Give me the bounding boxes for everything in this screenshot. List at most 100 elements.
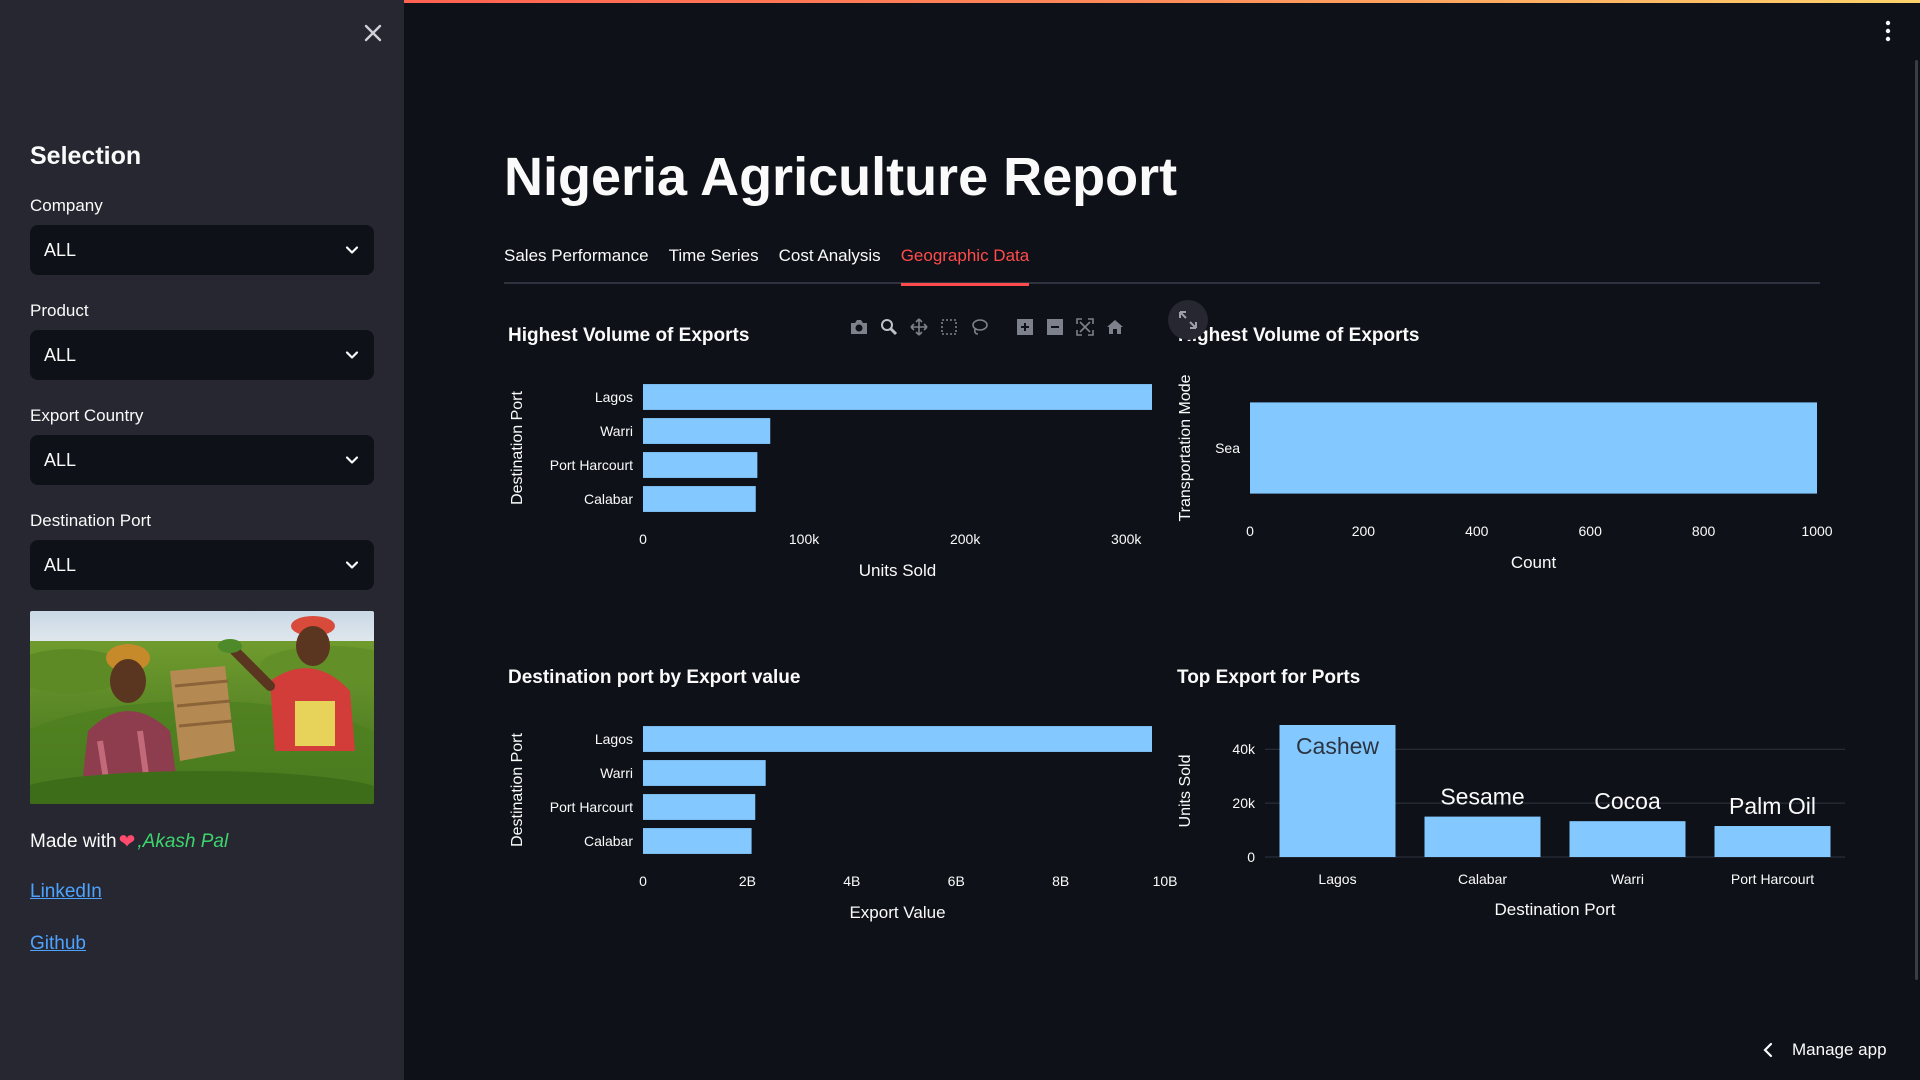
y-tick-label: Lagos	[595, 389, 633, 405]
x-tick-label: Warri	[1611, 871, 1644, 887]
farmers-photo	[30, 611, 374, 804]
home-icon[interactable]	[1104, 316, 1126, 338]
bar	[643, 828, 752, 854]
github-link[interactable]: Github	[30, 933, 86, 954]
chevron-down-icon	[345, 561, 359, 569]
lasso-icon[interactable]	[968, 316, 990, 338]
y-tick-label: Port Harcourt	[550, 457, 633, 473]
expand-chart-button[interactable]	[1168, 300, 1208, 340]
top-accent-bar	[0, 0, 1920, 3]
destination-port-label: Destination Port	[30, 511, 151, 530]
x-tick-label: 800	[1692, 523, 1716, 539]
close-sidebar-button[interactable]	[358, 18, 388, 48]
x-tick-label: 8B	[1052, 873, 1069, 889]
sidebar-heading: Selection	[30, 142, 142, 170]
zoom-icon[interactable]	[878, 316, 900, 338]
data-label: Cashew	[1296, 733, 1379, 759]
export-country-select[interactable]: ALL	[30, 435, 374, 485]
bar	[1279, 725, 1396, 857]
y-tick-label: Warri	[600, 765, 633, 781]
linkedin-link[interactable]: LinkedIn	[30, 881, 102, 902]
y-axis-label: Destination Port	[509, 391, 526, 505]
chart-svg: Destination port by Export value Lagos War…	[508, 667, 1178, 922]
box-select-icon[interactable]	[938, 316, 960, 338]
bar	[643, 486, 756, 512]
chart-svg: Top Export for Ports 0 20k 40k Cashew Lagos Se…	[1177, 667, 1845, 919]
bar	[643, 726, 1152, 752]
close-icon	[364, 24, 382, 42]
chart-modebar	[848, 316, 1126, 338]
x-tick-label: 200k	[950, 531, 981, 547]
manage-app-label: Manage app	[1792, 1040, 1887, 1059]
destination-port-select[interactable]: ALL	[30, 540, 374, 590]
pan-icon[interactable]	[908, 316, 930, 338]
x-tick-label: 0	[639, 531, 647, 547]
tab-time-series[interactable]: Time Series	[668, 246, 759, 265]
chart-title: Top Export for Ports	[1177, 667, 1360, 688]
tab-sales-performance[interactable]: Sales Performance	[504, 246, 649, 265]
camera-icon[interactable]	[848, 316, 870, 338]
bar	[643, 452, 758, 478]
tab-geographic-data[interactable]: Geographic Data	[900, 244, 1029, 286]
chevron-down-icon	[345, 456, 359, 464]
y-tick-label: Port Harcourt	[550, 799, 633, 815]
y-tick-label: 40k	[1232, 741, 1256, 757]
x-tick-label: 1000	[1801, 523, 1832, 539]
x-tick-label: 300k	[1111, 531, 1142, 547]
bar	[1569, 821, 1686, 857]
chart-title: Destination port by Export value	[508, 667, 800, 688]
y-tick-label: Sea	[1215, 440, 1240, 456]
chart-top-export-for-ports: Top Export for Ports 0 20k 40k Cashew Lagos Se…	[1170, 660, 1850, 940]
y-axis-label: Transportation Mode	[1177, 374, 1194, 521]
product-select[interactable]: ALL	[30, 330, 374, 380]
product-label: Product	[30, 301, 89, 320]
y-tick-label: Warri	[600, 423, 633, 439]
x-tick-label: Port Harcourt	[1731, 871, 1814, 887]
company-select[interactable]: ALL	[30, 225, 374, 275]
bar	[643, 384, 1152, 410]
y-tick-label: Lagos	[595, 731, 633, 747]
autoscale-icon[interactable]	[1074, 316, 1096, 338]
company-label: Company	[30, 196, 103, 215]
author-name: ,Akash Pal	[137, 830, 229, 852]
chart-exports-by-port: Highest Volume of Exports Lagos Warri Port …	[500, 318, 1180, 598]
manage-app-button[interactable]: Manage app	[1762, 1040, 1887, 1060]
data-label: Palm Oil	[1729, 793, 1816, 819]
export-country-select-value: ALL	[44, 449, 77, 470]
zoom-out-icon[interactable]	[1044, 316, 1066, 338]
chart-title: Highest Volume of Exports	[508, 325, 749, 346]
scrollbar[interactable]	[1915, 60, 1918, 980]
tab-cost-analysis[interactable]: Cost Analysis	[778, 246, 881, 265]
x-tick-label: 0	[1246, 523, 1254, 539]
chevron-down-icon	[345, 351, 359, 359]
x-axis-label: Export Value	[849, 903, 945, 922]
x-tick-label: Calabar	[1458, 871, 1507, 887]
x-tick-label: 2B	[739, 873, 756, 889]
chart-title: Highest Volume of Exports	[1178, 325, 1419, 346]
made-with-text: Made with	[30, 830, 117, 852]
kebab-menu-icon[interactable]	[1882, 20, 1894, 42]
x-tick-label: 600	[1579, 523, 1603, 539]
heart-icon: ❤	[118, 831, 136, 853]
x-tick-label: 0	[639, 873, 647, 889]
y-axis-label: Destination Port	[509, 733, 526, 847]
x-tick-label: 400	[1465, 523, 1489, 539]
expand-icon	[1179, 311, 1197, 329]
y-tick-label: Calabar	[584, 833, 633, 849]
bar	[1424, 816, 1541, 857]
data-label: Sesame	[1440, 784, 1524, 810]
zoom-in-icon[interactable]	[1014, 316, 1036, 338]
chevron-left-icon	[1763, 1042, 1773, 1058]
sidebar: Selection Company ALL Product ALL Export…	[0, 0, 404, 1080]
export-country-label: Export Country	[30, 406, 144, 425]
chart-svg: Highest Volume of Exports Sea 0 200 400 600 80…	[1177, 325, 1833, 572]
chart-svg: Highest Volume of Exports Lagos Warri Port …	[508, 325, 1152, 580]
product-select-value: ALL	[44, 344, 77, 365]
bar	[643, 760, 766, 786]
data-label: Cocoa	[1594, 788, 1661, 814]
x-axis-label: Units Sold	[859, 561, 936, 580]
y-tick-label: 0	[1247, 849, 1255, 865]
chart-exports-by-transport: Highest Volume of Exports Sea 0 200 400 600 80…	[1170, 318, 1850, 598]
x-tick-label: 6B	[948, 873, 965, 889]
chart-export-value-by-port: Destination port by Export value Lagos War…	[500, 660, 1180, 940]
